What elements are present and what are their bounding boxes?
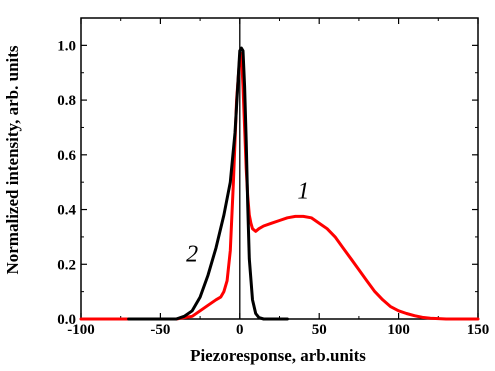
y-axis-title: Normalized intensity, arb. units [3, 45, 22, 274]
series-layer [79, 46, 480, 321]
y-tick-label: 0.2 [57, 257, 76, 273]
x-tick-label: -50 [150, 322, 170, 338]
axis-ticks: -100 -50 0 50 100 150 0.0 0.2 0.4 0.6 0.8 1.0 [57, 17, 490, 338]
series-line-2 [127, 46, 289, 321]
y-tick-label: 0.6 [57, 148, 76, 164]
y-tick-label: 1.0 [57, 38, 76, 54]
y-tick-label: 0.8 [57, 93, 76, 109]
plot-frame [80, 17, 479, 320]
x-tick-label: 100 [387, 322, 410, 338]
x-tick-label: 50 [312, 322, 327, 338]
x-tick-label: 0 [236, 322, 244, 338]
x-axis-title: Piezoresponse, arb.units [190, 346, 366, 365]
plot-area-border [80, 17, 479, 320]
curve-label-1: 1 [297, 179, 309, 205]
y-tick-label: 0.0 [57, 312, 76, 328]
curve-label-2: 2 [186, 242, 198, 268]
x-tick-label: 150 [467, 322, 490, 338]
annotations: 12 [186, 179, 309, 268]
series-line-1 [79, 52, 480, 321]
x-tick-label: -100 [67, 322, 95, 338]
y-tick-label: 0.4 [57, 203, 76, 219]
